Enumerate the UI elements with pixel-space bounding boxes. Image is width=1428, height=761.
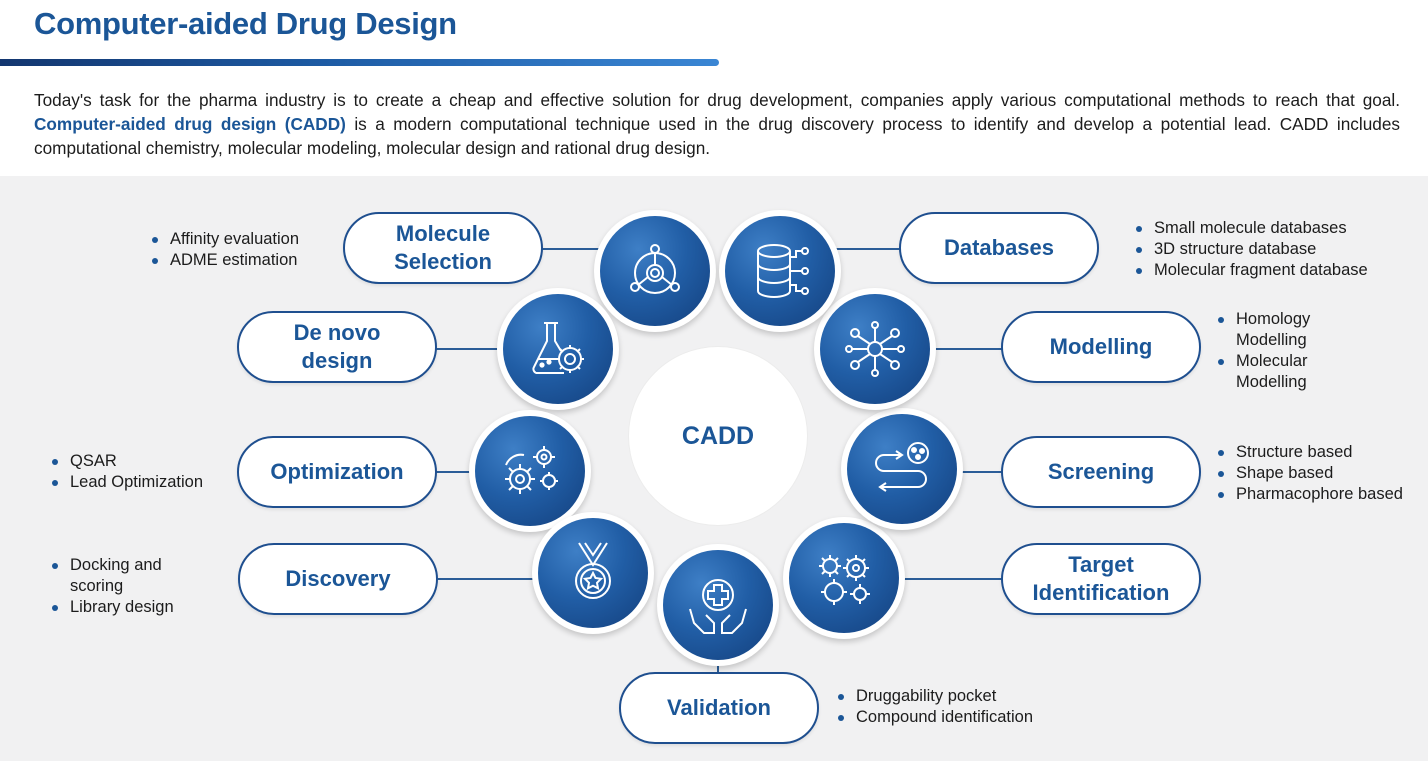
- pathway-icon: [875, 442, 929, 492]
- connector: [930, 348, 1002, 350]
- connector: [438, 578, 536, 580]
- list-item: Molecular fragment database: [1134, 260, 1368, 281]
- discovery-node[interactable]: [532, 512, 654, 634]
- list-item: Structure based: [1216, 442, 1406, 463]
- molecule-selection-bullets: Affinity evaluation ADME estimation: [150, 229, 299, 271]
- target-identification-pill[interactable]: Target Identification: [1001, 543, 1201, 615]
- viruses-icon: [819, 555, 870, 605]
- databases-bullets: Small molecule databases 3D structure da…: [1134, 218, 1368, 281]
- list-item: 3D structure database: [1134, 239, 1368, 260]
- connector: [834, 248, 900, 250]
- database-icon: [757, 244, 809, 298]
- hands-plus-icon: [689, 579, 747, 634]
- list-item: Molecular Modelling: [1216, 351, 1346, 393]
- intro-text-2: is a modern computational technique used…: [34, 114, 1400, 158]
- discovery-pill[interactable]: Discovery: [238, 543, 438, 615]
- molecule-selection-node[interactable]: [594, 210, 716, 332]
- validation-label: Validation: [667, 695, 771, 720]
- list-item: Druggability pocket: [836, 686, 1033, 707]
- validation-bullets: Druggability pocket Compound identificat…: [836, 686, 1033, 728]
- flask-virus-icon: [532, 322, 584, 375]
- list-item: Homology Modelling: [1216, 309, 1346, 351]
- intro-text-1: Today's task for the pharma industry is …: [34, 90, 1400, 110]
- optimization-label: Optimization: [270, 459, 404, 484]
- network-icon: [845, 321, 905, 377]
- target-identification-node[interactable]: [783, 517, 905, 639]
- intro-highlight: Computer-aided drug design (CADD): [34, 114, 346, 134]
- screening-pill[interactable]: Screening: [1001, 436, 1201, 508]
- modelling-label: Modelling: [1049, 334, 1153, 359]
- databases-node[interactable]: [719, 210, 841, 332]
- gears-icon: [505, 446, 558, 494]
- screening-label: Screening: [1047, 459, 1155, 484]
- list-item: ADME estimation: [150, 250, 299, 271]
- validation-node[interactable]: [657, 544, 779, 666]
- list-item: Affinity evaluation: [150, 229, 299, 250]
- validation-pill[interactable]: Validation: [619, 672, 819, 744]
- de-novo-design-pill[interactable]: De novo design: [237, 311, 437, 383]
- optimization-bullets: QSAR Lead Optimization: [50, 451, 203, 493]
- target-identification-label: Target Identification: [1032, 552, 1170, 605]
- connector: [958, 471, 1002, 473]
- molecule-selection-pill[interactable]: Molecule Selection: [343, 212, 543, 284]
- optimization-pill[interactable]: Optimization: [237, 436, 437, 508]
- connector: [902, 578, 1002, 580]
- discovery-label: Discovery: [285, 566, 391, 591]
- list-item: Docking and scoring: [50, 555, 200, 597]
- title-underline: [0, 59, 719, 66]
- medal-icon: [575, 542, 611, 599]
- list-item: Compound identification: [836, 707, 1033, 728]
- intro-paragraph: Today's task for the pharma industry is …: [34, 88, 1400, 160]
- databases-label: Databases: [943, 235, 1055, 260]
- modelling-pill[interactable]: Modelling: [1001, 311, 1201, 383]
- optimization-node[interactable]: [469, 410, 591, 532]
- connector: [717, 664, 719, 673]
- connector: [542, 248, 602, 250]
- screening-node[interactable]: [841, 408, 963, 530]
- list-item: Lead Optimization: [50, 472, 203, 493]
- databases-pill[interactable]: Databases: [899, 212, 1099, 284]
- list-item: QSAR: [50, 451, 203, 472]
- list-item: Shape based: [1216, 463, 1406, 484]
- de-novo-design-node[interactable]: [497, 288, 619, 410]
- de-novo-design-label: De novo design: [293, 320, 381, 373]
- molecule-icon: [630, 244, 680, 294]
- discovery-bullets: Docking and scoring Library design: [50, 555, 200, 618]
- page-title: Computer-aided Drug Design: [34, 6, 457, 41]
- modelling-bullets: Homology Modelling Molecular Modelling: [1216, 309, 1346, 393]
- modelling-node[interactable]: [814, 288, 936, 410]
- screening-bullets: Structure based Shape based Pharmacophor…: [1216, 442, 1406, 505]
- cadd-center: CADD: [629, 347, 807, 525]
- connector: [436, 348, 502, 350]
- list-item: Library design: [50, 597, 200, 618]
- list-item: Small molecule databases: [1134, 218, 1368, 239]
- molecule-selection-label: Molecule Selection: [394, 221, 492, 274]
- list-item: Pharmacophore based: [1216, 484, 1406, 505]
- connector: [436, 471, 474, 473]
